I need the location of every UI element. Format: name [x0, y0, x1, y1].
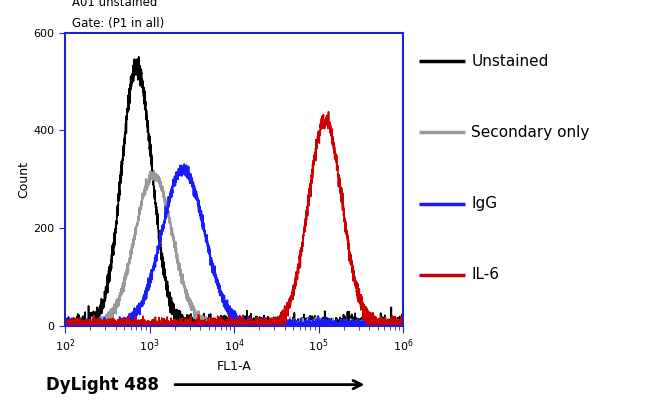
Text: Unstained: Unstained — [471, 54, 549, 68]
Text: Gate: (P1 in all): Gate: (P1 in all) — [72, 17, 164, 30]
Text: IgG: IgG — [471, 196, 497, 211]
X-axis label: FL1-A: FL1-A — [216, 359, 252, 372]
Y-axis label: Count: Count — [18, 161, 31, 197]
Text: Secondary only: Secondary only — [471, 125, 590, 140]
Text: IL-6: IL-6 — [471, 267, 499, 282]
Text: A01 unstained: A01 unstained — [72, 0, 157, 9]
Text: DyLight 488: DyLight 488 — [46, 376, 159, 394]
